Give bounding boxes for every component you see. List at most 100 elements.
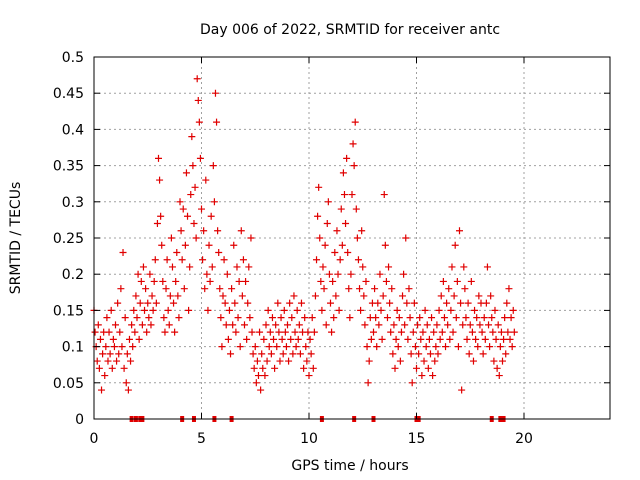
data-point [128, 321, 136, 329]
data-point [179, 205, 187, 213]
data-point [113, 357, 121, 365]
data-point [203, 270, 211, 278]
data-point [231, 299, 239, 307]
data-point [419, 328, 427, 336]
data-point [403, 299, 411, 307]
data-point [500, 335, 508, 343]
data-point [371, 285, 379, 293]
data-point [114, 299, 122, 307]
data-point [475, 292, 483, 300]
data-point [496, 343, 504, 351]
data-point [379, 292, 387, 300]
data-point [468, 328, 476, 336]
data-point [499, 357, 506, 365]
data-point [375, 321, 383, 329]
data-point [186, 263, 194, 271]
data-point [296, 350, 304, 358]
data-point [386, 299, 394, 307]
data-point [102, 343, 110, 351]
data-point [238, 292, 246, 300]
data-point [367, 335, 375, 343]
data-point [181, 241, 189, 249]
data-point [118, 343, 126, 351]
data-point [382, 277, 390, 285]
data-point [222, 321, 230, 329]
data-point [418, 372, 426, 380]
data-point [348, 191, 356, 199]
data-point [301, 314, 309, 322]
data-point [465, 350, 473, 358]
data-point [131, 328, 139, 336]
data-point [132, 292, 140, 300]
data-point [428, 314, 436, 322]
x-tick-label: 10 [300, 431, 318, 447]
data-point [491, 306, 499, 314]
data-point [174, 292, 182, 300]
data-point [507, 314, 515, 322]
data-point [99, 350, 107, 358]
data-point [190, 220, 198, 228]
data-point [389, 350, 397, 358]
data-point [510, 328, 518, 336]
data-point [176, 198, 184, 206]
data-point [460, 263, 468, 271]
data-point [431, 357, 439, 365]
data-point [413, 364, 420, 372]
data-point [214, 227, 222, 235]
data-point [453, 277, 461, 285]
data-point [210, 198, 218, 206]
x-axis-label: GPS time / hours [291, 458, 408, 474]
data-point [408, 379, 416, 387]
data-point [93, 357, 101, 365]
data-point [309, 364, 317, 372]
data-point [192, 234, 200, 242]
data-point [344, 248, 352, 256]
data-point [91, 328, 99, 336]
data-point [101, 372, 109, 380]
data-point [327, 299, 334, 307]
data-point [163, 256, 171, 264]
data-point [198, 205, 205, 213]
data-point [438, 328, 446, 336]
data-point [122, 379, 130, 387]
data-point [349, 140, 357, 148]
data-point [263, 357, 271, 365]
data-point [104, 357, 112, 365]
data-point [320, 285, 328, 293]
data-point [430, 328, 438, 336]
data-point [463, 335, 471, 343]
data-point [329, 277, 337, 285]
data-point [168, 263, 176, 271]
data-point [96, 335, 104, 343]
data-point [237, 227, 245, 235]
data-point [94, 321, 102, 329]
data-point [155, 154, 162, 162]
data-point [127, 357, 135, 365]
data-point [363, 343, 371, 351]
data-point [147, 321, 155, 329]
data-point [143, 328, 151, 336]
data-point [242, 277, 250, 285]
data-point [224, 335, 232, 343]
data-point [387, 328, 395, 336]
data-point [158, 241, 166, 249]
data-point [448, 263, 456, 271]
data-point [211, 89, 219, 97]
data-point [402, 234, 410, 242]
data-point [457, 299, 465, 307]
data-point [290, 292, 298, 300]
y-tick-label: 0.5 [62, 50, 84, 66]
x-tick-label: 5 [197, 431, 206, 447]
data-point [380, 191, 388, 199]
data-point [469, 357, 477, 365]
data-point [267, 350, 275, 358]
data-point [138, 321, 146, 329]
data-point [164, 306, 172, 314]
data-point [105, 328, 113, 336]
data-point [458, 386, 466, 394]
data-point [178, 256, 186, 264]
data-point [316, 234, 324, 242]
data-point [253, 357, 261, 365]
data-point [162, 285, 170, 293]
data-point [330, 314, 338, 322]
